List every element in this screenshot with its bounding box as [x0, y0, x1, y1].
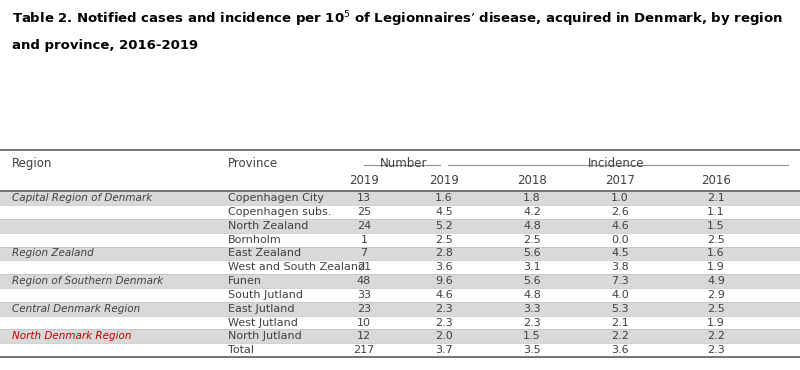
Text: 2019: 2019 — [429, 174, 459, 187]
Text: Region of Southern Denmark: Region of Southern Denmark — [12, 276, 163, 286]
Text: 5.2: 5.2 — [435, 221, 453, 231]
Text: 24: 24 — [357, 221, 371, 231]
Text: 2019: 2019 — [349, 174, 379, 187]
Text: Region: Region — [12, 157, 52, 170]
Text: Bornholm: Bornholm — [228, 235, 282, 245]
Text: Copenhagen subs.: Copenhagen subs. — [228, 207, 331, 217]
Text: 217: 217 — [354, 345, 374, 355]
Text: 4.5: 4.5 — [611, 248, 629, 259]
Text: 5.6: 5.6 — [523, 276, 541, 286]
Bar — [0, 274, 800, 288]
Text: 2018: 2018 — [517, 174, 547, 187]
Text: 2.2: 2.2 — [611, 331, 629, 342]
Text: East Zealand: East Zealand — [228, 248, 301, 259]
Text: 3.6: 3.6 — [611, 345, 629, 355]
Text: Number: Number — [380, 157, 428, 170]
Bar — [0, 246, 800, 260]
Text: 7.3: 7.3 — [611, 276, 629, 286]
Text: 2.3: 2.3 — [435, 304, 453, 314]
Bar — [0, 302, 800, 316]
Text: 1.9: 1.9 — [707, 317, 725, 327]
Text: 21: 21 — [357, 262, 371, 272]
Text: 4.6: 4.6 — [611, 221, 629, 231]
Text: 5.3: 5.3 — [611, 304, 629, 314]
Text: 48: 48 — [357, 276, 371, 286]
Text: 3.1: 3.1 — [523, 262, 541, 272]
Text: 9.6: 9.6 — [435, 276, 453, 286]
Text: 7: 7 — [361, 248, 367, 259]
Text: 25: 25 — [357, 207, 371, 217]
Text: 1.5: 1.5 — [523, 331, 541, 342]
Text: 2.1: 2.1 — [707, 193, 725, 203]
Text: 2017: 2017 — [605, 174, 635, 187]
Text: 3.8: 3.8 — [611, 262, 629, 272]
Text: 2.3: 2.3 — [707, 345, 725, 355]
Text: 1.6: 1.6 — [707, 248, 725, 259]
Text: 2016: 2016 — [701, 174, 731, 187]
Text: South Jutland: South Jutland — [228, 290, 303, 300]
Text: 2.5: 2.5 — [523, 235, 541, 245]
Bar — [0, 219, 800, 233]
Text: 4.9: 4.9 — [707, 276, 725, 286]
Text: 3.6: 3.6 — [435, 262, 453, 272]
Text: 4.5: 4.5 — [435, 207, 453, 217]
Text: 12: 12 — [357, 331, 371, 342]
Text: 2.0: 2.0 — [435, 331, 453, 342]
Text: 2.1: 2.1 — [611, 317, 629, 327]
Text: 4.0: 4.0 — [611, 290, 629, 300]
Text: 2.5: 2.5 — [435, 235, 453, 245]
Text: 1.5: 1.5 — [707, 221, 725, 231]
Text: Total: Total — [228, 345, 254, 355]
Text: 1.1: 1.1 — [707, 207, 725, 217]
Text: 2.9: 2.9 — [707, 290, 725, 300]
Text: Central Denmark Region: Central Denmark Region — [12, 304, 140, 314]
Text: 10: 10 — [357, 317, 371, 327]
Text: Copenhagen City: Copenhagen City — [228, 193, 324, 203]
Bar — [0, 191, 800, 205]
Text: 2.5: 2.5 — [707, 235, 725, 245]
Text: 4.8: 4.8 — [523, 290, 541, 300]
Text: Table 2. Notified cases and incidence per 10$^5$ of Legionnaires’ disease, acqui: Table 2. Notified cases and incidence pe… — [12, 9, 782, 29]
Text: 13: 13 — [357, 193, 371, 203]
Text: 1.8: 1.8 — [523, 193, 541, 203]
Text: 0.0: 0.0 — [611, 235, 629, 245]
Text: North Jutland: North Jutland — [228, 331, 302, 342]
Text: Incidence: Incidence — [588, 157, 644, 170]
Bar — [0, 150, 800, 191]
Text: East Jutland: East Jutland — [228, 304, 294, 314]
Text: 1.6: 1.6 — [435, 193, 453, 203]
Text: 1: 1 — [361, 235, 367, 245]
Text: North Zealand: North Zealand — [228, 221, 308, 231]
Text: 3.5: 3.5 — [523, 345, 541, 355]
Text: 1.9: 1.9 — [707, 262, 725, 272]
Text: Funen: Funen — [228, 276, 262, 286]
Text: West and South Zealand: West and South Zealand — [228, 262, 365, 272]
Text: and province, 2016-2019: and province, 2016-2019 — [12, 39, 198, 52]
Text: 2.5: 2.5 — [707, 304, 725, 314]
Text: 2.2: 2.2 — [707, 331, 725, 342]
Text: 2.6: 2.6 — [611, 207, 629, 217]
Text: Capital Region of Denmark: Capital Region of Denmark — [12, 193, 152, 203]
Text: West Jutland: West Jutland — [228, 317, 298, 327]
Text: Province: Province — [228, 157, 278, 170]
Text: 4.8: 4.8 — [523, 221, 541, 231]
Text: 3.7: 3.7 — [435, 345, 453, 355]
Text: 23: 23 — [357, 304, 371, 314]
Text: North Denmark Region: North Denmark Region — [12, 331, 131, 342]
Text: 2.3: 2.3 — [435, 317, 453, 327]
Text: 3.3: 3.3 — [523, 304, 541, 314]
Text: 33: 33 — [357, 290, 371, 300]
Text: 2.8: 2.8 — [435, 248, 453, 259]
Text: 4.6: 4.6 — [435, 290, 453, 300]
Text: 5.6: 5.6 — [523, 248, 541, 259]
Text: 2.3: 2.3 — [523, 317, 541, 327]
Text: Region Zealand: Region Zealand — [12, 248, 94, 259]
Bar — [0, 329, 800, 343]
Text: 4.2: 4.2 — [523, 207, 541, 217]
Text: 1.0: 1.0 — [611, 193, 629, 203]
